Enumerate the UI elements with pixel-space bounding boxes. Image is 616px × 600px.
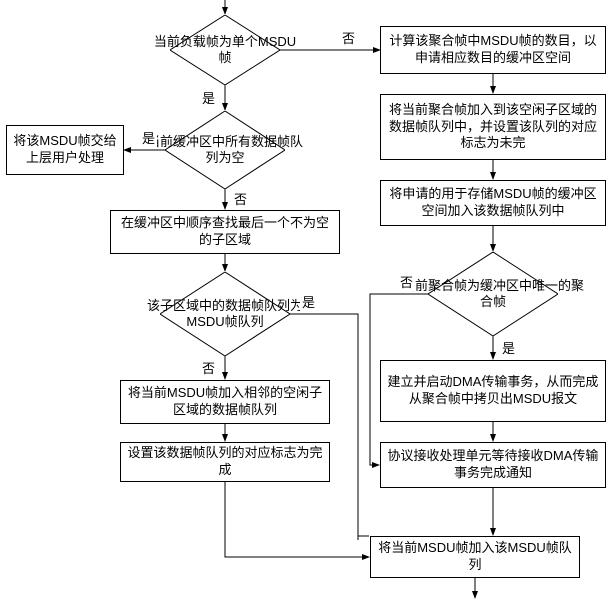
d2-text: 当前缓冲区中所有数据帧队列为空 bbox=[141, 134, 309, 165]
label-d3-yes: 是 bbox=[300, 292, 317, 311]
rect-add-current-msdu: 将当前MSDU帧加入该MSDU帧队列 bbox=[370, 536, 580, 578]
label-d1-no: 否 bbox=[340, 28, 357, 47]
rect-start-dma: 建立并启动DMA传输事务，从而完成从聚合帧中拷贝出MSDU报文 bbox=[380, 360, 606, 422]
r-add-adj-text: 将当前MSDU帧加入相邻的空闲子区域的数据帧队列 bbox=[127, 385, 323, 419]
label-d4-no: 否 bbox=[398, 272, 415, 291]
rect-wait-dma-done: 协议接收处理单元等待接收DMA传输事务完成通知 bbox=[380, 442, 606, 488]
decision-only-aggregate: 当前聚合帧为缓冲区中唯一的聚合帧 bbox=[428, 252, 558, 336]
label-d2-no: 否 bbox=[232, 189, 249, 208]
decision-buffer-empty: 当前缓冲区中所有数据帧队列为空 bbox=[165, 111, 285, 189]
decision-payload-single-msdu: 当前负载帧为单个MSDU帧 bbox=[170, 15, 280, 85]
rect-find-last-nonempty: 在缓冲区中顺序查找最后一个不为空的子区域 bbox=[110, 210, 340, 254]
label-d2-yes: 是 bbox=[140, 128, 157, 147]
d1-text: 当前负载帧为单个MSDU帧 bbox=[148, 34, 302, 65]
r-add-space-text: 将申请的用于存储MSDU帧的缓冲区空间加入该数据帧队列中 bbox=[387, 186, 599, 220]
r-dma-text: 建立并启动DMA传输事务，从而完成从聚合帧中拷贝出MSDU报文 bbox=[387, 374, 599, 408]
r-add-idle-text: 将当前聚合帧加入到该空闲子区域的数据帧队列中，并设置该队列的对应标志为未完 bbox=[387, 102, 599, 153]
r-wait-text: 协议接收处理单元等待接收DMA传输事务完成通知 bbox=[387, 448, 599, 482]
rect-add-to-adjacent-idle: 将当前MSDU帧加入相邻的空闲子区域的数据帧队列 bbox=[120, 380, 330, 424]
r-left-text: 将该MSDU帧交给上层用户处理 bbox=[13, 133, 117, 167]
decision-subregion-is-msdu-queue: 该子区域中的数据帧队列为MSDU帧队列 bbox=[160, 272, 290, 356]
rect-set-flag-done: 设置该数据帧队列的对应标志为完成 bbox=[120, 442, 330, 482]
r-calc-text: 计算该聚合帧中MSDU帧的数目，以申请相应数目的缓冲区空间 bbox=[387, 33, 599, 67]
label-d1-yes: 是 bbox=[200, 88, 217, 107]
d3-text: 该子区域中的数据帧队列为MSDU帧队列 bbox=[134, 298, 316, 329]
rect-deliver-upper: 将该MSDU帧交给上层用户处理 bbox=[6, 125, 124, 175]
rect-add-aggregate-to-idle: 将当前聚合帧加入到该空闲子区域的数据帧队列中，并设置该队列的对应标志为未完 bbox=[380, 94, 606, 160]
rect-add-buffer-space: 将申请的用于存储MSDU帧的缓冲区空间加入该数据帧队列中 bbox=[380, 180, 606, 226]
d4-text: 当前聚合帧为缓冲区中唯一的聚合帧 bbox=[402, 278, 584, 309]
label-d3-no: 否 bbox=[200, 358, 217, 377]
r-set-done-text: 设置该数据帧队列的对应标志为完成 bbox=[127, 445, 323, 479]
label-d4-yes: 是 bbox=[500, 338, 517, 357]
rect-calc-msdu-count: 计算该聚合帧中MSDU帧的数目，以申请相应数目的缓冲区空间 bbox=[380, 26, 606, 74]
r-findlast-text: 在缓冲区中顺序查找最后一个不为空的子区域 bbox=[117, 215, 333, 249]
r-add-msdu-text: 将当前MSDU帧加入该MSDU帧队列 bbox=[377, 540, 573, 574]
